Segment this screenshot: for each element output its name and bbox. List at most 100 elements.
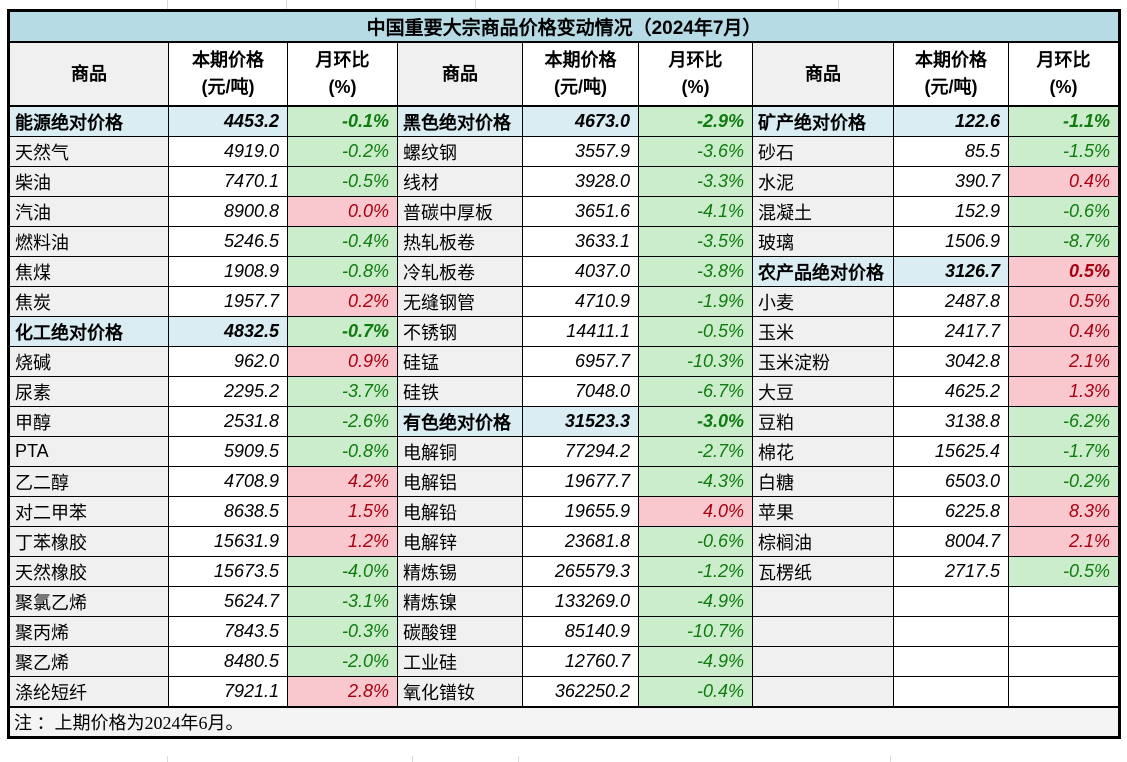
mom-cell: -2.0%	[287, 646, 398, 677]
table-row: 聚乙烯 8480.5 -2.0% 工业硅 12760.7 -4.9%	[8, 646, 1120, 677]
mom-cell: 0.5%	[1008, 286, 1120, 317]
table-row: 丁苯橡胶 15631.9 1.2% 电解锌 23681.8 -0.6% 棕榈油 8004.7 2…	[8, 526, 1120, 557]
commodity-cell: 砂石	[752, 136, 894, 167]
sheet-gridline	[412, 756, 413, 762]
commodity-cell: 矿产绝对价格	[752, 105, 894, 137]
price-cell: 85140.9	[522, 616, 639, 647]
mom-cell: -8.7%	[1008, 226, 1120, 257]
sheet-gridline	[167, 756, 168, 762]
price-cell: 2295.2	[168, 376, 288, 407]
table-row: 聚氯乙烯 5624.7 -3.1% 精炼镍 133269.0 -4.9%	[8, 586, 1120, 617]
table-row: 燃料油 5246.5 -0.4% 热轧板卷 3633.1 -3.5% 玻璃 1506.9 -8.…	[8, 226, 1120, 257]
mom-cell: 2.8%	[287, 676, 398, 708]
table-row: 能源绝对价格 4453.2 -0.1% 黑色绝对价格 4673.0 -2.9% 矿产绝对价格…	[8, 105, 1120, 137]
price-cell: 5246.5	[168, 226, 288, 257]
commodity-cell: 棕榈油	[752, 526, 894, 557]
commodity-cell	[752, 586, 894, 617]
col-header-price-line1: 本期价格	[192, 50, 264, 70]
col-header-mom-line1: 月环比	[668, 50, 723, 70]
commodity-cell: 农产品绝对价格	[752, 256, 894, 287]
col-header-mom-line1: 月环比	[315, 50, 370, 70]
commodity-cell	[752, 676, 894, 708]
mom-cell: -10.7%	[638, 616, 753, 647]
mom-cell: 0.4%	[1008, 166, 1120, 197]
mom-cell: -10.3%	[638, 346, 753, 377]
price-cell: 4710.9	[522, 286, 639, 317]
price-cell: 2717.5	[893, 556, 1009, 587]
table-row: 化工绝对价格 4832.5 -0.7% 不锈钢 14411.1 -0.5% 玉米 2417.7…	[8, 316, 1120, 347]
commodity-cell: 棉花	[752, 436, 894, 467]
col-header-price-line1: 本期价格	[915, 50, 987, 70]
price-cell: 6225.8	[893, 496, 1009, 527]
mom-cell: -0.6%	[1008, 196, 1120, 227]
mom-cell: 0.2%	[287, 286, 398, 317]
mom-cell: -0.5%	[638, 316, 753, 347]
mom-cell: 1.3%	[1008, 376, 1120, 407]
mom-cell	[1008, 586, 1120, 617]
col-header-price-line2: (元/吨)	[201, 77, 255, 97]
col-header-mom-line2: (%)	[1049, 77, 1078, 97]
price-cell: 77294.2	[522, 436, 639, 467]
commodity-cell: 烧碱	[8, 346, 169, 377]
commodity-cell: 能源绝对价格	[8, 105, 169, 137]
commodity-cell: 线材	[397, 166, 523, 197]
table-row: 聚丙烯 7843.5 -0.3% 碳酸锂 85140.9 -10.7%	[8, 616, 1120, 647]
price-cell: 265579.3	[522, 556, 639, 587]
table-row: 对二甲苯 8638.5 1.5% 电解铅 19655.9 4.0% 苹果 6225.8 8.3%	[8, 496, 1120, 527]
price-cell: 152.9	[893, 196, 1009, 227]
price-cell	[893, 586, 1009, 617]
commodity-cell: 聚乙烯	[8, 646, 169, 677]
commodity-cell: 有色绝对价格	[397, 406, 523, 437]
table-row: 烧碱 962.0 0.9% 硅锰 6957.7 -10.3% 玉米淀粉 3042.8 2.1%	[8, 346, 1120, 377]
price-cell: 122.6	[893, 105, 1009, 137]
table-row: 汽油 8900.8 0.0% 普碳中厚板 3651.6 -4.1% 混凝土 152.9 -0.6…	[8, 196, 1120, 227]
price-cell: 2487.8	[893, 286, 1009, 317]
mom-cell: -4.3%	[638, 466, 753, 497]
price-cell: 85.5	[893, 136, 1009, 167]
sheet-gridline	[838, 0, 839, 9]
price-cell: 6503.0	[893, 466, 1009, 497]
commodity-cell: 不锈钢	[397, 316, 523, 347]
price-cell: 7048.0	[522, 376, 639, 407]
mom-cell: 0.0%	[287, 196, 398, 227]
mom-cell: -0.4%	[287, 226, 398, 257]
price-cell: 3042.8	[893, 346, 1009, 377]
table-row: 焦煤 1908.9 -0.8% 冷轧板卷 4037.0 -3.8% 农产品绝对价格 3126.…	[8, 256, 1120, 287]
price-cell: 962.0	[168, 346, 288, 377]
col-header-price-line2: (元/吨)	[924, 77, 978, 97]
mom-cell: 4.2%	[287, 466, 398, 497]
table-title: 中国重要大宗商品价格变动情况（2024年7月）	[8, 10, 1120, 43]
price-cell: 15625.4	[893, 436, 1009, 467]
price-cell: 23681.8	[522, 526, 639, 557]
price-cell: 5624.7	[168, 586, 288, 617]
mom-cell: -0.8%	[287, 436, 398, 467]
price-cell: 4037.0	[522, 256, 639, 287]
commodity-cell: 混凝土	[752, 196, 894, 227]
mom-cell: -6.7%	[638, 376, 753, 407]
mom-cell: -0.7%	[287, 316, 398, 347]
price-cell: 3651.6	[522, 196, 639, 227]
commodity-cell	[752, 616, 894, 647]
mom-cell: -1.7%	[1008, 436, 1120, 467]
commodity-cell: 化工绝对价格	[8, 316, 169, 347]
price-cell: 3557.9	[522, 136, 639, 167]
commodity-cell: 无缝钢管	[397, 286, 523, 317]
mom-cell: -3.8%	[638, 256, 753, 287]
price-cell	[893, 646, 1009, 677]
price-cell: 4673.0	[522, 105, 639, 137]
mom-cell	[1008, 676, 1120, 708]
col-header-mom: 月环比 (%)	[287, 41, 398, 107]
price-cell: 4625.2	[893, 376, 1009, 407]
sheet-gridline	[475, 0, 476, 9]
mom-cell: 0.9%	[287, 346, 398, 377]
table-row: 甲醇 2531.8 -2.6% 有色绝对价格 31523.3 -3.0% 豆粕 3138.8-…	[8, 406, 1120, 437]
col-header-commodity: 商品	[752, 41, 894, 107]
table-row: 柴油 7470.1 -0.5% 线材 3928.0 -3.3% 水泥 390.7 0.4%	[8, 166, 1120, 197]
col-header-price: 本期价格 (元/吨)	[168, 41, 288, 107]
commodity-cell: 甲醇	[8, 406, 169, 437]
col-header-mom-line2: (%)	[681, 77, 710, 97]
price-cell: 4708.9	[168, 466, 288, 497]
price-cell	[893, 616, 1009, 647]
price-cell: 3138.8	[893, 406, 1009, 437]
mom-cell: 0.5%	[1008, 256, 1120, 287]
